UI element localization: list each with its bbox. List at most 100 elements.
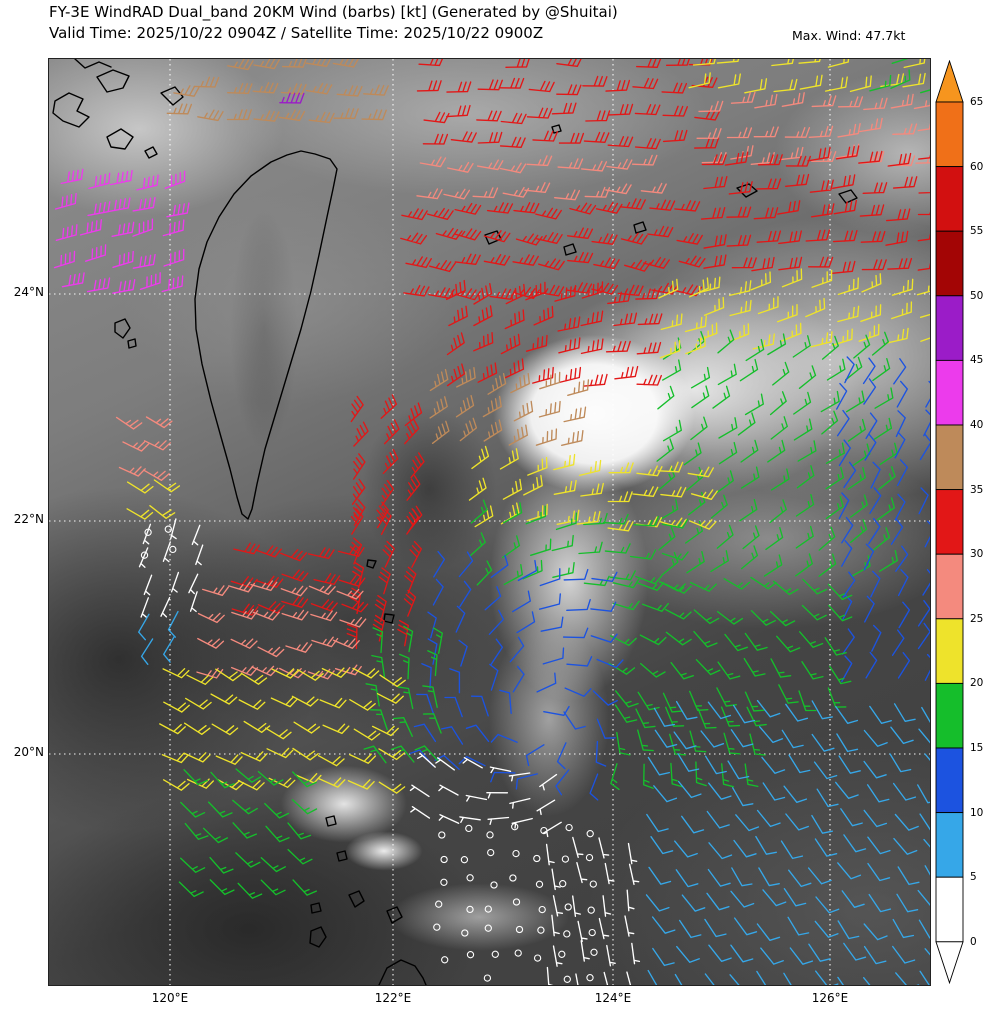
barb-region-red-west xyxy=(350,394,425,532)
colorbar-segment xyxy=(935,682,964,749)
coastline-yaeyama-3 xyxy=(633,221,647,234)
plot-subtitle: Valid Time: 2025/10/22 0904Z / Satellite… xyxy=(49,24,544,42)
map-canvas xyxy=(48,58,931,986)
barb-region-green-sw xyxy=(178,768,318,899)
coastline-china-coast-4 xyxy=(160,86,184,106)
coastline-taiwan xyxy=(194,150,338,520)
coastline-yaeyama-2 xyxy=(563,243,577,256)
lat-label-24°N: 24°N xyxy=(13,285,44,299)
barb-region-yellow-top-right xyxy=(688,59,926,94)
colorbar-tick-40: 40 xyxy=(970,419,984,431)
barb-region-green-top-corner xyxy=(869,59,930,94)
coastline-babuyan-3 xyxy=(386,906,403,924)
barb-region-yellow-sw xyxy=(159,667,406,794)
barb-region-yellow-cloud xyxy=(658,277,709,359)
coastline-babuyan-2 xyxy=(348,890,365,908)
barb-region-green-ring xyxy=(469,499,689,592)
lon-label-124°E: 124°E xyxy=(594,991,632,1005)
colorbar-tick-30: 30 xyxy=(970,548,984,561)
colorbar-tick-60: 60 xyxy=(970,160,984,173)
colorbar-segment xyxy=(935,166,964,232)
colorbar-segment xyxy=(935,812,964,878)
colorbar-segment xyxy=(935,101,964,168)
barb-region-green-right xyxy=(656,329,898,577)
colorbar-segment xyxy=(935,747,964,814)
colorbar-segment xyxy=(935,553,964,620)
coastline-matsu xyxy=(144,146,158,159)
colorbar-tick-5: 5 xyxy=(970,871,977,884)
barb-region-red-cloud-top xyxy=(445,279,663,387)
coastline-china-coast-2 xyxy=(96,69,130,93)
barb-region-salmon-right xyxy=(696,91,930,167)
colorbar-segment xyxy=(935,876,964,943)
barb-region-red-sw-band xyxy=(230,542,369,616)
max-wind-label: Max. Wind: 47.7kt xyxy=(792,28,906,43)
barb-region-yellow-coast xyxy=(126,479,181,520)
coastline-island-east xyxy=(838,189,858,204)
colorbar-scale xyxy=(935,59,964,985)
barb-region-salmon-top xyxy=(416,154,667,201)
barb-region-salmon-coast xyxy=(115,416,173,481)
colorbar-segment xyxy=(935,230,964,297)
coastline-china-coast-1 xyxy=(52,92,90,128)
plot-title: FY-3E WindRAD Dual_band 20KM Wind (barbs… xyxy=(49,3,618,21)
barb-region-red-upper-mid xyxy=(400,198,706,301)
coastline-china-coast-3 xyxy=(106,128,134,150)
wind-barb-layer xyxy=(49,59,930,985)
barb-region-red-west-2 xyxy=(346,508,422,650)
barb-region-purple-lone xyxy=(279,92,305,104)
barb-region-magenta-nw xyxy=(53,168,190,294)
barb-region-salmon-sw xyxy=(196,580,367,680)
barb-region-tan-top xyxy=(166,59,389,124)
lat-label-22°N: 22°N xyxy=(13,512,44,526)
barb-region-red-top xyxy=(416,59,721,150)
colorbar-segment xyxy=(935,489,964,555)
barb-region-blue-right xyxy=(836,356,930,683)
colorbar-under-arrow xyxy=(935,941,964,985)
colorbar-segment xyxy=(935,295,964,361)
barb-region-white-center-s xyxy=(409,752,562,838)
coastline-miyako xyxy=(736,183,758,198)
colorbar-tick-10: 10 xyxy=(970,806,984,819)
barb-region-green-se xyxy=(608,575,853,713)
lon-label-126°E: 126°E xyxy=(811,991,849,1005)
coastline-luzon-tip xyxy=(378,959,427,985)
barb-region-tan-band xyxy=(429,367,590,446)
barb-region-calm-sw xyxy=(140,525,177,559)
barb-region-cyan-sw xyxy=(138,610,179,665)
coastline-penghu-2 xyxy=(127,338,137,349)
colorbar-segment xyxy=(935,618,964,684)
colorbar-tick-45: 45 xyxy=(970,354,984,367)
lon-label-122°E: 122°E xyxy=(374,991,412,1005)
barb-region-yellow-arc xyxy=(468,445,718,532)
lat-label-20°N: 20°N xyxy=(13,745,44,759)
colorbar-tick-25: 25 xyxy=(970,612,984,625)
coastline-china-coast-5 xyxy=(74,59,112,69)
coastline-batan-1 xyxy=(325,815,337,827)
barb-region-calm-circles xyxy=(433,823,598,983)
coastline-batan-3 xyxy=(310,902,322,914)
coastline-batan-2 xyxy=(336,850,348,862)
barb-region-blue-spiral xyxy=(409,550,624,801)
colorbar-over-arrow xyxy=(935,59,964,103)
barb-region-green-bottom-mid xyxy=(610,704,767,791)
barb-region-cyan-bottom-right xyxy=(645,699,930,985)
colorbar-segment xyxy=(935,424,964,491)
colorbar-tick-65: 65 xyxy=(970,96,984,108)
colorbar-tick-55: 55 xyxy=(970,225,984,238)
colorbar-tick-0: 0 xyxy=(970,935,977,948)
barb-region-green-col xyxy=(363,625,443,764)
barb-region-white-sw xyxy=(138,518,204,618)
coastline-penghu xyxy=(114,318,131,339)
colorbar xyxy=(935,59,964,985)
coastline-green-island xyxy=(366,559,377,569)
colorbar-segment xyxy=(935,359,964,426)
barb-region-red-right xyxy=(700,145,930,274)
colorbar-tick-15: 15 xyxy=(970,742,984,754)
colorbar-tick-35: 35 xyxy=(970,483,984,496)
colorbar-tick-50: 50 xyxy=(970,289,984,302)
barb-region-white-bottom xyxy=(545,836,641,985)
colorbar-tick-20: 20 xyxy=(970,677,984,690)
lon-label-120°E: 120°E xyxy=(151,991,189,1005)
coastline-babuyan-1 xyxy=(309,926,327,948)
